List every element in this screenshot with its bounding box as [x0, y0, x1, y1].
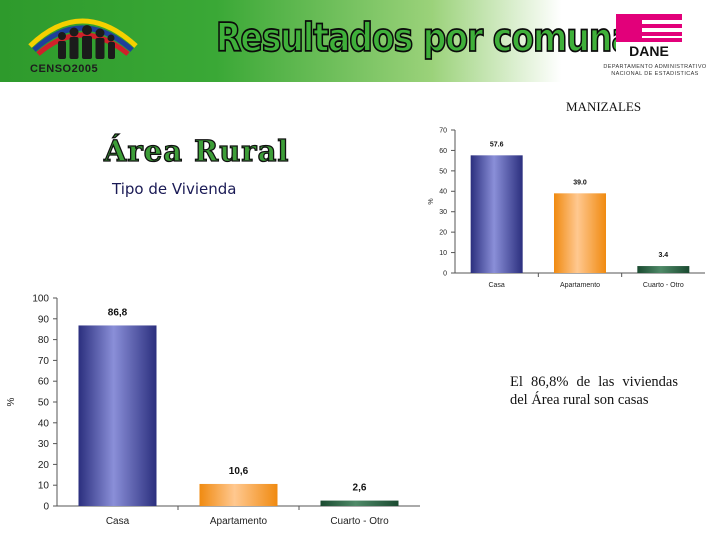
y-tick-label: 60	[38, 377, 50, 388]
y-tick-label: 10	[439, 250, 447, 257]
y-tick-label: 70	[38, 356, 50, 367]
censo-logo-text: CENSO2005	[30, 63, 99, 75]
bar-casa	[78, 325, 157, 506]
dane-subtitle: DEPARTAMENTO ADMINISTRATIVO NACIONAL DE …	[596, 64, 714, 78]
summary-note: El 86,8% de las viviendas del Área rural…	[510, 374, 678, 408]
data-label-casa: 86,8	[108, 307, 128, 318]
y-tick-label: 40	[439, 189, 447, 196]
y-tick-label: 50	[38, 398, 50, 409]
y-tick-label: 40	[38, 418, 50, 429]
category-label-otro: Cuarto - Otro	[643, 282, 684, 289]
y-tick-label: 90	[38, 314, 50, 325]
page-title: Resultados por comuna	[215, 13, 634, 62]
data-label-otro: 2,6	[353, 483, 367, 494]
chart-comuna: 0 10 20 30 40 50 60 70% 57.6 Casa 39.0 Apartamento 3…	[428, 127, 705, 289]
dane-logo-icon: DANE	[616, 14, 682, 58]
censo-logo-icon	[28, 18, 138, 59]
bar-casa	[470, 155, 523, 273]
chart-rural: 0 10 20 30 40 50 60 70 80 90 100% 86,8 Casa 10,6 Apart…	[6, 294, 420, 527]
y-tick-label: 0	[443, 270, 447, 277]
y-tick-label: 70	[439, 127, 447, 134]
bar-apartamento	[199, 483, 278, 506]
category-label-apartamento: Apartamento	[210, 516, 268, 527]
city-label: MANIZALES	[566, 99, 642, 114]
data-label-apartamento: 10,6	[229, 466, 249, 477]
y-tick-label: 80	[38, 335, 50, 346]
header-banner: CENSO2005 Resultados por comuna DANE DEP…	[0, 0, 720, 82]
category-label-apartamento: Apartamento	[560, 282, 600, 289]
y-tick-label: 50	[439, 168, 447, 175]
y-tick-label: 30	[38, 439, 50, 450]
y-tick-label: 20	[439, 230, 447, 237]
bar-otro	[637, 266, 690, 273]
data-label-apartamento: 39.0	[573, 179, 587, 186]
category-label-casa: Casa	[488, 282, 504, 289]
y-tick-label: 30	[439, 209, 447, 216]
y-tick-label: 100	[32, 294, 49, 305]
data-label-casa: 57.6	[490, 141, 504, 148]
y-tick-label: 0	[43, 502, 49, 513]
y-axis-label: %	[6, 397, 17, 406]
y-axis-label: %	[428, 198, 435, 204]
dane-subtitle-line2: NACIONAL DE ESTADISTICAS	[611, 71, 699, 77]
y-tick-label: 20	[38, 460, 50, 471]
dane-logo-text: DANE	[629, 43, 669, 58]
section-title: Área Rural	[103, 133, 290, 168]
bar-apartamento	[554, 193, 606, 273]
bar-otro	[320, 500, 399, 506]
category-label-otro: Cuarto - Otro	[330, 516, 389, 527]
dane-subtitle-line1: DEPARTAMENTO ADMINISTRATIVO	[603, 64, 707, 70]
chart-subtitle: Tipo de Vivienda	[112, 180, 237, 198]
data-label-otro: 3.4	[658, 252, 668, 259]
y-tick-label: 60	[439, 148, 447, 155]
y-tick-label: 10	[38, 481, 50, 492]
category-label-casa: Casa	[106, 516, 130, 527]
